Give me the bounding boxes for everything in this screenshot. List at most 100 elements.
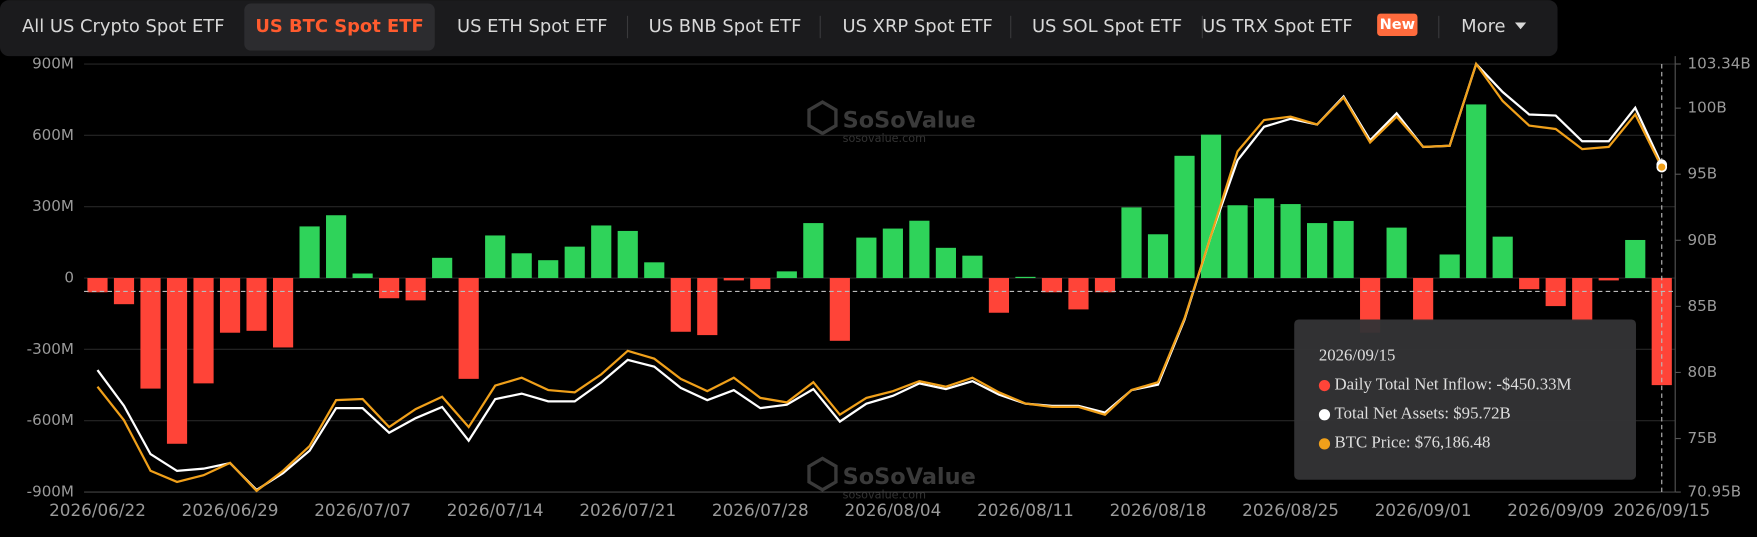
bar xyxy=(803,223,824,279)
bar xyxy=(511,253,532,279)
tab[interactable]: US SOL Spot ETF xyxy=(1032,16,1182,37)
y2-tick-label: 95B xyxy=(1688,165,1718,183)
y2-tick-label: 75B xyxy=(1688,429,1718,447)
x-tick-label: 2026/08/18 xyxy=(1110,500,1207,520)
bar xyxy=(1333,220,1354,279)
watermark: SoSoValue xyxy=(843,464,976,490)
bar xyxy=(1519,278,1540,290)
more-tab[interactable]: More xyxy=(1461,16,1505,37)
y2-tick-label: 70.95B xyxy=(1688,483,1742,501)
bar xyxy=(1068,278,1089,310)
bar xyxy=(1200,134,1222,279)
y-tick-label: 900M xyxy=(32,55,74,73)
y2-tick-label: 85B xyxy=(1688,297,1718,315)
badge: New xyxy=(1380,16,1415,33)
tab[interactable]: US XRP Spot ETF xyxy=(843,16,993,37)
bar xyxy=(617,230,638,279)
bar xyxy=(1147,234,1169,279)
bar xyxy=(87,278,108,293)
y2-tick-label: 100B xyxy=(1688,99,1727,117)
bar xyxy=(458,278,479,379)
bar xyxy=(1121,207,1142,279)
tabs: All US Crypto Spot ETF US BTC Spot ETF US … xyxy=(22,3,1527,51)
bar xyxy=(326,215,347,279)
tooltip-dot xyxy=(1318,379,1331,392)
y-tick-label: 0 xyxy=(64,269,74,287)
tooltip-line: BTC Price: $76,186.48 xyxy=(1335,433,1491,452)
bar xyxy=(564,246,585,279)
plot: SoSoValuesosovalue.comSoSoValuesosovalue… xyxy=(27,55,1751,521)
x-tick-label: 2026/09/15 xyxy=(1613,500,1710,520)
tab[interactable]: US BTC Spot ETF xyxy=(255,16,423,37)
badge-bg xyxy=(1377,13,1418,36)
bar xyxy=(1598,278,1619,281)
bar xyxy=(856,237,877,279)
bar xyxy=(1094,278,1116,293)
line xyxy=(96,61,1663,493)
watermark-url: sosovalue.com xyxy=(843,132,926,145)
bar xyxy=(405,278,426,301)
x-tick-label: 2026/06/29 xyxy=(182,500,279,520)
bar xyxy=(1015,276,1036,279)
x-tick-label: 2026/07/21 xyxy=(579,500,676,520)
bar xyxy=(723,278,744,281)
x-tick-label: 2026/09/09 xyxy=(1507,500,1604,520)
bar xyxy=(1041,278,1063,293)
hover-marker xyxy=(1656,161,1668,173)
bar xyxy=(140,278,161,389)
bar xyxy=(1307,223,1328,279)
bar xyxy=(1253,198,1275,279)
x-tick-label: 2026/07/14 xyxy=(447,500,544,520)
y-tick-label: 300M xyxy=(32,197,74,215)
bar xyxy=(935,247,956,279)
bar xyxy=(909,220,930,279)
bar xyxy=(1625,239,1646,279)
tooltip-line: Daily Total Net Inflow: -$450.33M xyxy=(1335,374,1572,393)
tooltip-box xyxy=(1294,319,1636,480)
x-tick-label: 2026/07/07 xyxy=(314,500,411,520)
bar xyxy=(432,257,453,279)
bar xyxy=(246,278,267,331)
active-tab-bg xyxy=(244,3,435,51)
bar xyxy=(1227,205,1248,279)
bar xyxy=(644,262,665,279)
y-tick-label: 600M xyxy=(32,126,74,144)
tab[interactable]: All US Crypto Spot ETF xyxy=(22,16,225,37)
x-tick-label: 2026/08/11 xyxy=(977,500,1074,520)
bar xyxy=(299,226,320,279)
watermark: SoSoValue xyxy=(843,108,976,134)
tab[interactable]: US ETH Spot ETF xyxy=(457,16,608,37)
bar xyxy=(962,255,983,279)
bar xyxy=(882,228,903,279)
tooltip-dot xyxy=(1318,438,1331,450)
bar xyxy=(379,278,400,299)
bar xyxy=(538,260,559,279)
y-tick-label: -600M xyxy=(27,411,74,429)
bar xyxy=(1174,155,1195,279)
line xyxy=(96,61,1663,492)
tooltip-dot xyxy=(1318,409,1331,421)
bar xyxy=(219,278,241,333)
tooltip-date: 2026/09/15 xyxy=(1319,345,1396,364)
x-tick-label: 2026/07/28 xyxy=(712,500,809,520)
x-tick-label: 2026/08/25 xyxy=(1242,500,1339,520)
tab[interactable]: US BNB Spot ETF xyxy=(649,16,802,37)
bar xyxy=(1386,227,1407,279)
bar xyxy=(1280,204,1301,279)
bar xyxy=(1439,254,1460,279)
bar xyxy=(1545,278,1566,307)
bar xyxy=(988,278,1010,313)
bar xyxy=(193,278,214,384)
bar xyxy=(697,278,718,336)
x-tick-label: 2026/06/22 xyxy=(49,500,146,520)
bar xyxy=(485,235,506,279)
bar xyxy=(1466,104,1487,279)
watermark-logo xyxy=(807,456,838,492)
bar xyxy=(166,278,188,444)
tab[interactable]: US TRX Spot ETF xyxy=(1202,16,1352,37)
bar xyxy=(670,278,691,332)
bar xyxy=(352,273,373,279)
bar xyxy=(776,271,797,279)
